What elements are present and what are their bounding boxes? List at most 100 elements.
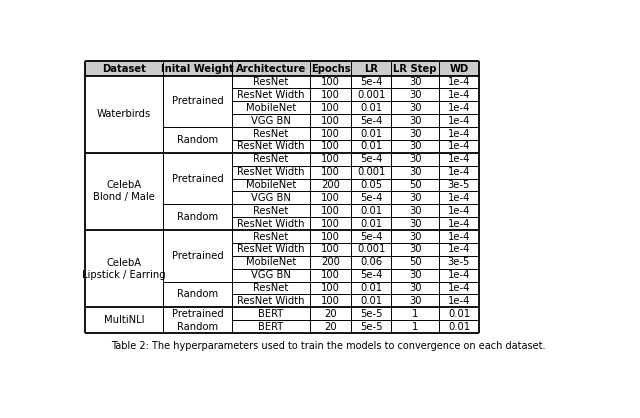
Text: ResNet Width: ResNet Width bbox=[237, 167, 305, 177]
Text: 5e-4: 5e-4 bbox=[360, 116, 382, 126]
Text: 100: 100 bbox=[321, 77, 340, 87]
Text: LR Step: LR Step bbox=[394, 64, 436, 74]
Text: 1: 1 bbox=[412, 309, 418, 319]
Text: 100: 100 bbox=[321, 90, 340, 100]
Text: MobileNet: MobileNet bbox=[246, 180, 296, 190]
Text: 30: 30 bbox=[409, 206, 421, 216]
Text: 100: 100 bbox=[321, 270, 340, 280]
Text: 30: 30 bbox=[409, 232, 421, 242]
Text: 1e-4: 1e-4 bbox=[448, 128, 470, 138]
Bar bbox=[85, 204, 479, 217]
Text: 5e-4: 5e-4 bbox=[360, 154, 382, 164]
Text: 1e-4: 1e-4 bbox=[448, 116, 470, 126]
Text: 0.05: 0.05 bbox=[360, 180, 382, 190]
Bar bbox=[85, 230, 479, 243]
Text: MobileNet: MobileNet bbox=[246, 257, 296, 267]
Text: 200: 200 bbox=[321, 257, 340, 267]
Text: Pretrained: Pretrained bbox=[172, 251, 223, 261]
Text: ResNet Width: ResNet Width bbox=[237, 296, 305, 306]
Text: 1e-4: 1e-4 bbox=[448, 90, 470, 100]
Text: 100: 100 bbox=[321, 128, 340, 138]
Text: 30: 30 bbox=[409, 154, 421, 164]
Text: ResNet: ResNet bbox=[253, 154, 289, 164]
Text: 5e-4: 5e-4 bbox=[360, 270, 382, 280]
Text: 5e-4: 5e-4 bbox=[360, 77, 382, 87]
Bar bbox=[85, 217, 479, 230]
Text: 30: 30 bbox=[409, 141, 421, 151]
Text: 1e-4: 1e-4 bbox=[448, 77, 470, 87]
Text: Random: Random bbox=[177, 212, 218, 222]
Text: 0.01: 0.01 bbox=[360, 296, 382, 306]
Text: 1e-4: 1e-4 bbox=[448, 283, 470, 293]
Text: Epochs: Epochs bbox=[310, 64, 350, 74]
Text: 100: 100 bbox=[321, 232, 340, 242]
Text: 1e-4: 1e-4 bbox=[448, 103, 470, 113]
Bar bbox=[85, 320, 479, 333]
Text: 1e-4: 1e-4 bbox=[448, 193, 470, 203]
Text: 1e-4: 1e-4 bbox=[448, 270, 470, 280]
Text: 0.01: 0.01 bbox=[448, 309, 470, 319]
Text: 30: 30 bbox=[409, 103, 421, 113]
Text: VGG BN: VGG BN bbox=[251, 270, 291, 280]
Text: 1e-4: 1e-4 bbox=[448, 206, 470, 216]
Text: 30: 30 bbox=[409, 167, 421, 177]
Text: 100: 100 bbox=[321, 141, 340, 151]
Text: 100: 100 bbox=[321, 283, 340, 293]
Text: 100: 100 bbox=[321, 103, 340, 113]
Text: LR: LR bbox=[364, 64, 378, 74]
Text: 30: 30 bbox=[409, 77, 421, 87]
Bar bbox=[85, 153, 479, 166]
Text: 0.01: 0.01 bbox=[360, 141, 382, 151]
Text: 0.001: 0.001 bbox=[357, 90, 385, 100]
Text: CelebA
Blond / Male: CelebA Blond / Male bbox=[93, 181, 155, 202]
Text: ResNet: ResNet bbox=[253, 77, 289, 87]
Text: 5e-5: 5e-5 bbox=[360, 309, 383, 319]
Text: 0.06: 0.06 bbox=[360, 257, 382, 267]
Bar bbox=[85, 76, 479, 89]
Text: Pretrained: Pretrained bbox=[172, 309, 223, 319]
Text: 0.01: 0.01 bbox=[360, 128, 382, 138]
Text: ResNet: ResNet bbox=[253, 232, 289, 242]
Text: 0.01: 0.01 bbox=[360, 206, 382, 216]
Bar bbox=[85, 269, 479, 282]
Text: 100: 100 bbox=[321, 219, 340, 229]
Bar bbox=[85, 140, 479, 153]
Bar bbox=[85, 114, 479, 127]
Text: MobileNet: MobileNet bbox=[246, 103, 296, 113]
Text: ResNet Width: ResNet Width bbox=[237, 219, 305, 229]
Text: 1e-4: 1e-4 bbox=[448, 167, 470, 177]
Text: 30: 30 bbox=[409, 270, 421, 280]
Text: 30: 30 bbox=[409, 90, 421, 100]
Text: Random: Random bbox=[177, 321, 218, 331]
Text: 30: 30 bbox=[409, 219, 421, 229]
Text: 3e-5: 3e-5 bbox=[448, 257, 470, 267]
Text: 30: 30 bbox=[409, 193, 421, 203]
Text: BERT: BERT bbox=[259, 309, 284, 319]
Text: 3e-5: 3e-5 bbox=[448, 180, 470, 190]
Text: 1e-4: 1e-4 bbox=[448, 245, 470, 255]
Text: VGG BN: VGG BN bbox=[251, 116, 291, 126]
Text: 100: 100 bbox=[321, 245, 340, 255]
Text: 200: 200 bbox=[321, 180, 340, 190]
Text: 1: 1 bbox=[412, 321, 418, 331]
Bar bbox=[85, 166, 479, 178]
Text: 0.01: 0.01 bbox=[360, 219, 382, 229]
Text: ResNet: ResNet bbox=[253, 206, 289, 216]
Text: 30: 30 bbox=[409, 128, 421, 138]
Text: Pretrained: Pretrained bbox=[172, 96, 223, 106]
Text: 1e-4: 1e-4 bbox=[448, 219, 470, 229]
Bar bbox=[85, 191, 479, 204]
Text: 100: 100 bbox=[321, 193, 340, 203]
Text: 5e-4: 5e-4 bbox=[360, 232, 382, 242]
Text: 1e-4: 1e-4 bbox=[448, 296, 470, 306]
Text: 50: 50 bbox=[409, 180, 421, 190]
Text: 100: 100 bbox=[321, 167, 340, 177]
Bar bbox=[85, 256, 479, 269]
Text: CelebA
Lipstick / Earring: CelebA Lipstick / Earring bbox=[83, 258, 166, 280]
Text: 5e-4: 5e-4 bbox=[360, 193, 382, 203]
Text: 30: 30 bbox=[409, 116, 421, 126]
Text: 30: 30 bbox=[409, 245, 421, 255]
Bar bbox=[85, 294, 479, 307]
Bar bbox=[85, 127, 479, 140]
Text: 20: 20 bbox=[324, 321, 337, 331]
